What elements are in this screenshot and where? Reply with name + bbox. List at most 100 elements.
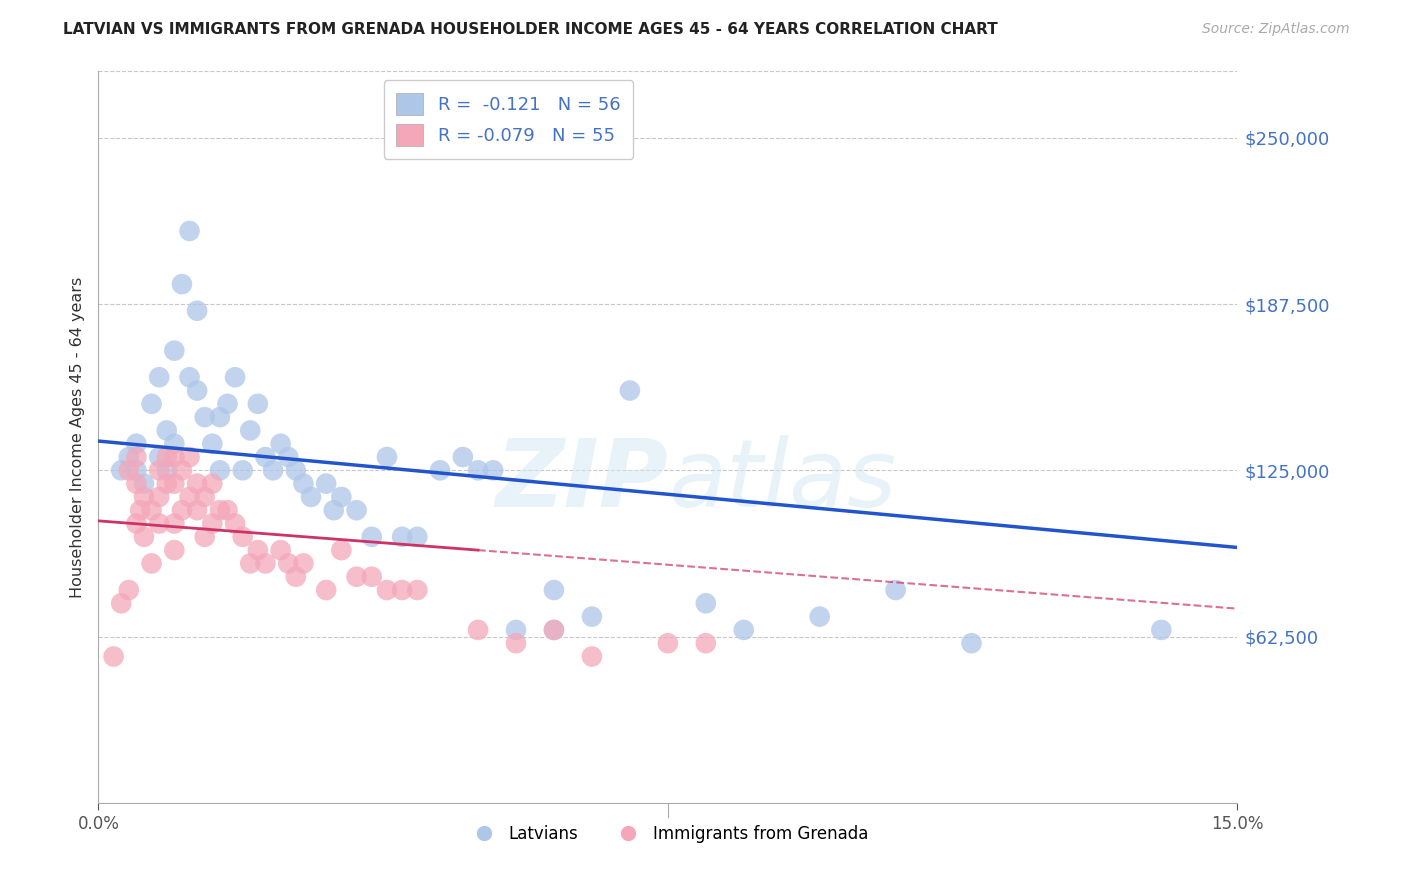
Point xyxy=(330,490,353,504)
Point xyxy=(148,463,170,477)
Point xyxy=(170,503,193,517)
Point xyxy=(467,623,489,637)
Point xyxy=(884,582,907,597)
Point xyxy=(292,476,315,491)
Point xyxy=(129,503,152,517)
Point xyxy=(208,463,231,477)
Point xyxy=(179,224,201,238)
Point xyxy=(163,343,186,358)
Point xyxy=(451,450,474,464)
Point xyxy=(110,596,132,610)
Point xyxy=(194,490,217,504)
Point xyxy=(163,450,186,464)
Point xyxy=(156,463,179,477)
Point xyxy=(186,303,208,318)
Point xyxy=(277,557,299,571)
Point xyxy=(1150,623,1173,637)
Point xyxy=(467,463,489,477)
Point xyxy=(141,503,163,517)
Point xyxy=(208,503,231,517)
Point xyxy=(118,463,141,477)
Point xyxy=(125,463,148,477)
Point xyxy=(148,450,170,464)
Point xyxy=(125,476,148,491)
Point xyxy=(179,450,201,464)
Point xyxy=(186,476,208,491)
Point xyxy=(239,424,262,438)
Point xyxy=(232,463,254,477)
Point xyxy=(375,450,398,464)
Point xyxy=(148,370,170,384)
Point xyxy=(254,557,277,571)
Point xyxy=(695,596,717,610)
Point xyxy=(156,450,179,464)
Point xyxy=(156,424,179,438)
Point xyxy=(125,450,148,464)
Point xyxy=(299,490,322,504)
Legend: Latvians, Immigrants from Grenada: Latvians, Immigrants from Grenada xyxy=(460,818,876,849)
Point xyxy=(156,476,179,491)
Point xyxy=(217,397,239,411)
Point xyxy=(543,582,565,597)
Point xyxy=(148,490,170,504)
Point xyxy=(360,530,382,544)
Point xyxy=(141,557,163,571)
Point xyxy=(581,649,603,664)
Point xyxy=(406,582,429,597)
Point xyxy=(217,503,239,517)
Point xyxy=(141,397,163,411)
Point xyxy=(657,636,679,650)
Text: atlas: atlas xyxy=(668,435,896,526)
Point xyxy=(163,436,186,450)
Point xyxy=(132,476,155,491)
Point xyxy=(581,609,603,624)
Point xyxy=(270,436,292,450)
Point xyxy=(194,530,217,544)
Point xyxy=(277,450,299,464)
Point xyxy=(201,516,224,531)
Point xyxy=(194,410,217,425)
Point xyxy=(118,582,141,597)
Point xyxy=(406,530,429,544)
Point xyxy=(543,623,565,637)
Text: ZIP: ZIP xyxy=(495,435,668,527)
Point xyxy=(224,516,246,531)
Point xyxy=(179,370,201,384)
Point xyxy=(482,463,505,477)
Point xyxy=(960,636,983,650)
Point xyxy=(262,463,284,477)
Point xyxy=(360,570,382,584)
Point xyxy=(391,530,413,544)
Point xyxy=(391,582,413,597)
Point xyxy=(125,436,148,450)
Point xyxy=(201,436,224,450)
Point xyxy=(148,516,170,531)
Point xyxy=(186,503,208,517)
Point xyxy=(208,410,231,425)
Point xyxy=(695,636,717,650)
Point xyxy=(110,463,132,477)
Point xyxy=(619,384,641,398)
Point xyxy=(505,623,527,637)
Point xyxy=(170,463,193,477)
Point xyxy=(170,277,193,292)
Point xyxy=(179,490,201,504)
Point xyxy=(808,609,831,624)
Point xyxy=(270,543,292,558)
Point xyxy=(163,476,186,491)
Point xyxy=(163,516,186,531)
Point xyxy=(346,570,368,584)
Point xyxy=(284,463,307,477)
Point xyxy=(201,476,224,491)
Point xyxy=(132,490,155,504)
Point xyxy=(330,543,353,558)
Point xyxy=(246,543,269,558)
Point xyxy=(322,503,344,517)
Point xyxy=(246,397,269,411)
Point xyxy=(429,463,451,477)
Point xyxy=(254,450,277,464)
Point xyxy=(125,516,148,531)
Point xyxy=(505,636,527,650)
Point xyxy=(103,649,125,664)
Point xyxy=(224,370,246,384)
